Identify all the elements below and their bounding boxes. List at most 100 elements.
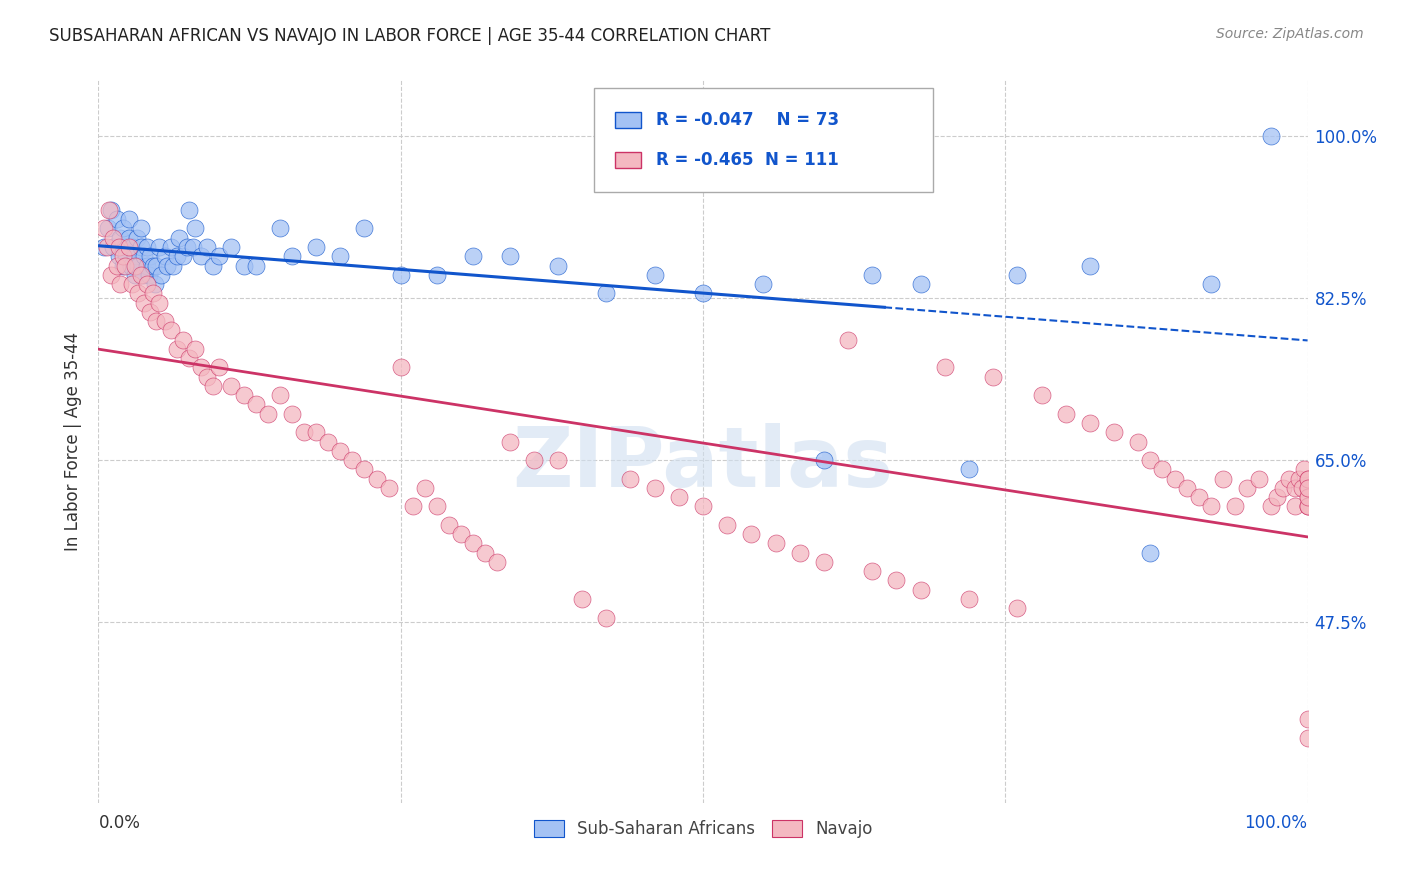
- Point: [108, 240, 131, 254]
- Point: [1163, 472, 1185, 486]
- Point: [1260, 128, 1282, 143]
- Point: [150, 268, 173, 282]
- Point: [111, 249, 134, 263]
- Point: [740, 527, 762, 541]
- Point: [463, 249, 485, 263]
- Point: [269, 221, 291, 235]
- Point: [124, 249, 146, 263]
- Point: [93, 221, 115, 235]
- Point: [474, 546, 496, 560]
- Point: [135, 277, 157, 291]
- Point: [1296, 472, 1319, 486]
- Point: [765, 536, 787, 550]
- Point: [1007, 601, 1029, 615]
- Text: ZIPatlas: ZIPatlas: [513, 423, 893, 504]
- Point: [190, 360, 212, 375]
- Point: [1175, 481, 1198, 495]
- Point: [208, 249, 231, 263]
- Point: [1278, 472, 1301, 486]
- Point: [1199, 500, 1222, 514]
- Point: [523, 453, 546, 467]
- Point: [202, 379, 225, 393]
- Point: [1296, 481, 1319, 495]
- Point: [245, 259, 267, 273]
- Point: [1292, 462, 1315, 476]
- Point: [353, 462, 375, 476]
- Point: [124, 268, 146, 282]
- Point: [1128, 434, 1150, 449]
- Point: [143, 277, 166, 291]
- Text: 0.0%: 0.0%: [98, 814, 141, 832]
- Point: [134, 295, 156, 310]
- Point: [789, 546, 811, 560]
- Point: [860, 564, 883, 578]
- Point: [179, 351, 201, 366]
- Point: [1236, 481, 1258, 495]
- Point: [1054, 407, 1077, 421]
- Point: [402, 500, 425, 514]
- Point: [111, 259, 134, 273]
- Point: [166, 342, 188, 356]
- Point: [135, 259, 157, 273]
- Point: [108, 231, 131, 245]
- Point: [256, 407, 278, 421]
- Point: [1223, 500, 1246, 514]
- Point: [184, 221, 207, 235]
- Point: [120, 259, 142, 273]
- Point: [162, 259, 184, 273]
- Point: [1267, 490, 1289, 504]
- Point: [195, 369, 218, 384]
- Point: [169, 231, 191, 245]
- Point: [118, 231, 141, 245]
- Point: [153, 249, 176, 263]
- Point: [245, 397, 267, 411]
- Point: [668, 490, 690, 504]
- Point: [111, 221, 134, 235]
- Point: [644, 268, 666, 282]
- Point: [115, 249, 138, 263]
- Point: [1078, 259, 1101, 273]
- Point: [957, 592, 980, 607]
- Point: [114, 259, 136, 273]
- Point: [134, 249, 156, 263]
- Point: [342, 453, 364, 467]
- Point: [148, 295, 170, 310]
- Point: [96, 240, 118, 254]
- Point: [108, 277, 131, 291]
- Point: [426, 500, 449, 514]
- Point: [139, 249, 162, 263]
- Point: [305, 425, 328, 440]
- Point: [1284, 500, 1306, 514]
- Point: [1260, 500, 1282, 514]
- Point: [957, 462, 980, 476]
- Point: [837, 333, 859, 347]
- Point: [329, 443, 352, 458]
- Point: [127, 259, 149, 273]
- Y-axis label: In Labor Force | Age 35-44: In Labor Force | Age 35-44: [65, 332, 83, 551]
- Point: [221, 240, 243, 254]
- Point: [100, 268, 122, 282]
- Point: [281, 407, 304, 421]
- Point: [221, 379, 243, 393]
- Point: [1296, 500, 1319, 514]
- Text: SUBSAHARAN AFRICAN VS NAVAJO IN LABOR FORCE | AGE 35-44 CORRELATION CHART: SUBSAHARAN AFRICAN VS NAVAJO IN LABOR FO…: [49, 27, 770, 45]
- Text: R = -0.047    N = 73: R = -0.047 N = 73: [655, 111, 839, 129]
- Point: [124, 259, 146, 273]
- Point: [129, 240, 152, 254]
- Point: [486, 555, 509, 569]
- Point: [108, 249, 131, 263]
- Point: [97, 221, 120, 235]
- Point: [595, 286, 617, 301]
- Point: [1296, 731, 1319, 745]
- Point: [413, 481, 436, 495]
- Point: [316, 434, 339, 449]
- Point: [1284, 481, 1306, 495]
- Point: [571, 592, 593, 607]
- Point: [389, 268, 412, 282]
- Point: [498, 434, 520, 449]
- Point: [1031, 388, 1053, 402]
- Point: [934, 360, 956, 375]
- Point: [195, 240, 218, 254]
- Point: [166, 249, 188, 263]
- Point: [139, 305, 162, 319]
